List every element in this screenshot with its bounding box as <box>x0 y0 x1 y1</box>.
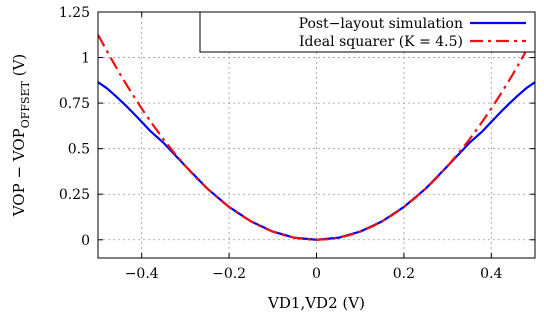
y-tick-labels: 0 0.25 0.5 0.75 1 1.25 <box>59 5 90 249</box>
x-tick-label: 0.2 <box>393 266 415 282</box>
legend-label-ideal-squarer: Ideal squarer (K = 4.5) <box>299 34 463 50</box>
y-tick-label: 0.25 <box>59 187 90 203</box>
series-line-ideal-squarer <box>98 34 535 241</box>
legend-label-post-layout: Post−layout simulation <box>299 16 463 32</box>
x-tick-labels: −0.4 −0.2 0 0.2 0.4 <box>125 266 503 282</box>
y-axis-label-subscript: OFFSET <box>19 80 32 128</box>
y-tick-label: 1.25 <box>59 5 90 21</box>
y-axis-label: VOP − VOPOFFSET (V) <box>10 54 32 218</box>
grid <box>98 11 535 258</box>
legend: Post−layout simulation Ideal squarer (K … <box>199 11 536 53</box>
x-tick-label: −0.4 <box>125 266 159 282</box>
y-axis-label-main: VOP − VOP <box>10 128 28 217</box>
series-layer <box>98 34 535 241</box>
x-axis-label: VD1,VD2 (V) <box>267 294 365 312</box>
y-axis-label-unit: (V) <box>10 54 28 81</box>
y-tick-label: 0.75 <box>59 96 90 112</box>
y-tick-label: 0.5 <box>68 142 90 158</box>
series-line-post-layout <box>98 81 535 241</box>
y-tick-label: 1 <box>81 51 90 67</box>
x-tick-label: 0.4 <box>480 266 502 282</box>
legend-box <box>199 11 536 53</box>
x-tick-label: 0 <box>312 266 321 282</box>
x-tick-label: −0.2 <box>212 266 246 282</box>
y-tick-label: 0 <box>81 233 90 249</box>
